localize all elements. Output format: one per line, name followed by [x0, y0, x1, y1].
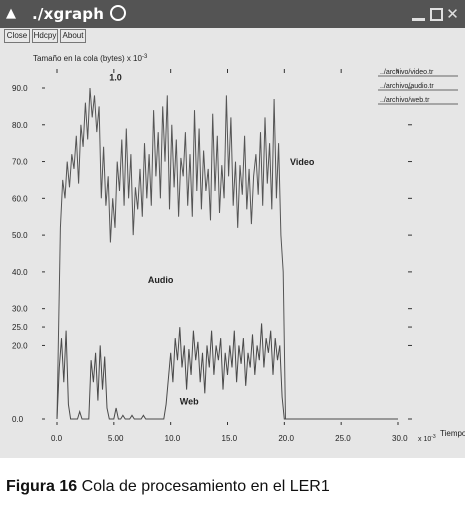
title-bar: ▲ ./xgraph ✕	[0, 0, 465, 28]
y-tick-label: 25.0	[12, 323, 28, 332]
series-line-1	[56, 87, 398, 420]
x-tick-label: 25.0	[335, 434, 351, 443]
y-tick-label: 30.0	[12, 305, 28, 314]
about-button[interactable]: About	[60, 29, 86, 43]
legend-entry: ../archivo/web.tr	[380, 97, 430, 104]
x-tick-label: 0.0	[51, 434, 63, 443]
x-axis-unit: x 10-3	[418, 434, 436, 443]
y-tick-label: 90.0	[12, 84, 28, 93]
annotation-label: Video	[290, 157, 315, 167]
minimize-button[interactable]	[412, 8, 425, 21]
window-menu-icon[interactable]: ▲	[6, 6, 16, 21]
y-tick-label: 50.0	[12, 231, 28, 240]
legend-entry: ../archivo/audio.tr	[380, 83, 434, 90]
y-tick-label: 80.0	[12, 121, 28, 130]
caption-label: Figura 16	[6, 478, 78, 495]
x-tick-label: 20.0	[278, 434, 294, 443]
y-tick-label: 20.0	[12, 341, 28, 350]
annotation-label: Web	[180, 396, 199, 406]
x-tick-label: 10.0	[165, 434, 181, 443]
y-tick-label: 60.0	[12, 194, 28, 203]
series-line-3	[56, 323, 398, 420]
close-button[interactable]: Close	[4, 29, 30, 43]
x-axis-title: Tiempo	[440, 429, 465, 438]
x-tick-label: 30.0	[392, 434, 408, 443]
toolbar: Close Hdcpy About	[0, 28, 465, 44]
x-tick-label: 15.0	[222, 434, 238, 443]
xgraph-window: ▲ ./xgraph ✕ Close Hdcpy About Tamaño en…	[0, 0, 465, 458]
y-axis-title: Tamaño en la cola (bytes) x 10-3	[33, 54, 148, 63]
close-window-button[interactable]: ✕	[446, 5, 459, 23]
plot-area: Tamaño en la cola (bytes) x 10-3 0.0 20.0 2…	[0, 44, 465, 458]
caption-text: Cola de procesamiento en el LER1	[81, 478, 330, 495]
legend-entry: ../archivo/video.tr	[380, 69, 434, 76]
figure-caption: Figura 16 Cola de procesamiento en el LE…	[6, 478, 330, 496]
annotation-label: Audio	[148, 275, 174, 285]
y-tick-label: 40.0	[12, 268, 28, 277]
x-tick-label: 5.00	[108, 434, 124, 443]
y-tick-label: 70.0	[12, 158, 28, 167]
annotation-label: 1.0	[109, 73, 122, 83]
hdcpy-button[interactable]: Hdcpy	[32, 29, 58, 43]
queue-chart: Tamaño en la cola (bytes) x 10-3 0.0 20.0 2…	[12, 54, 465, 443]
maximize-button[interactable]	[430, 8, 443, 21]
window-title: ./xgraph	[32, 5, 105, 23]
y-tick-label: 0.0	[12, 415, 24, 424]
app-logo-icon	[110, 5, 126, 21]
